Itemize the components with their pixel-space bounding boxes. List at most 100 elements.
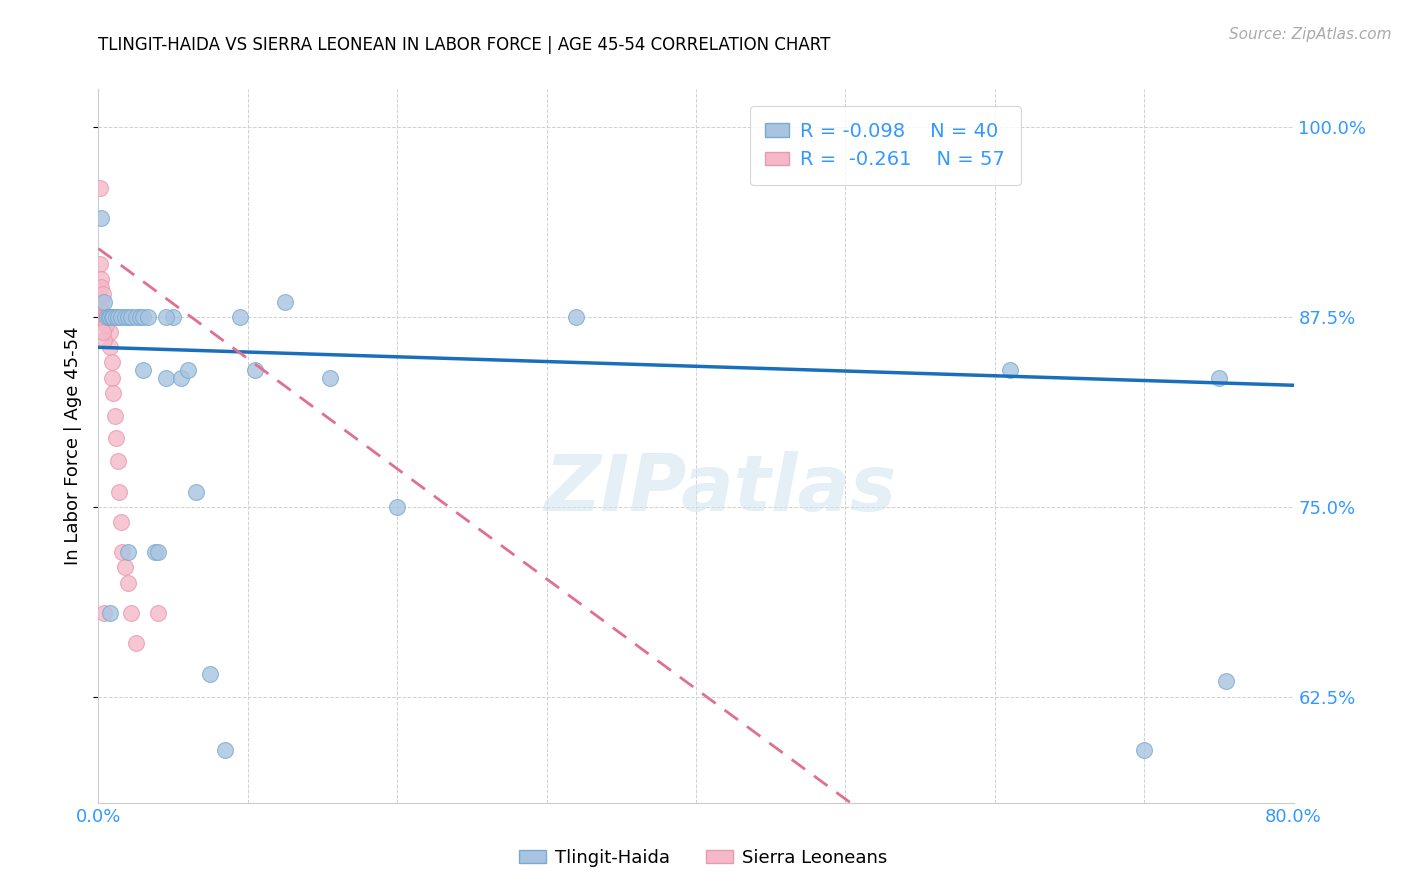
Point: [245, 363, 267, 377]
Point: [98, 325, 122, 339]
Point: [177, 363, 200, 377]
Point: [90, 294, 112, 309]
Point: [129, 310, 152, 324]
Point: [91, 310, 114, 324]
Point: [96, 310, 118, 324]
Point: [93, 294, 115, 309]
Point: [93, 310, 115, 324]
Point: [1215, 674, 1237, 689]
Point: [91, 310, 114, 324]
Point: [103, 385, 125, 400]
Text: ZIPatlas: ZIPatlas: [544, 450, 896, 527]
Point: [110, 515, 132, 529]
Point: [90, 211, 112, 226]
Point: [93, 310, 115, 324]
Point: [89, 181, 111, 195]
Point: [98, 310, 122, 324]
Point: [385, 500, 409, 514]
Point: [93, 310, 115, 324]
Point: [93, 606, 115, 620]
Text: TLINGIT-HAIDA VS SIERRA LEONEAN IN LABOR FORCE | AGE 45-54 CORRELATION CHART: TLINGIT-HAIDA VS SIERRA LEONEAN IN LABOR…: [98, 36, 831, 54]
Point: [90, 310, 112, 324]
Point: [91, 325, 114, 339]
Point: [98, 606, 122, 620]
Point: [101, 370, 124, 384]
Point: [107, 310, 129, 324]
Point: [97, 310, 120, 324]
Point: [93, 310, 115, 324]
Point: [132, 310, 155, 324]
Point: [94, 310, 117, 324]
Point: [94, 310, 117, 324]
Point: [97, 310, 120, 324]
Point: [105, 431, 128, 445]
Point: [108, 484, 131, 499]
Point: [214, 742, 236, 756]
Point: [91, 287, 114, 301]
Point: [94, 310, 117, 324]
Y-axis label: In Labor Force | Age 45-54: In Labor Force | Age 45-54: [65, 326, 83, 566]
Point: [120, 310, 142, 324]
Legend: Tlingit-Haida, Sierra Leoneans: Tlingit-Haida, Sierra Leoneans: [512, 842, 894, 874]
Point: [94, 310, 117, 324]
Point: [90, 272, 112, 286]
Point: [162, 310, 184, 324]
Point: [89, 257, 111, 271]
Point: [319, 370, 342, 384]
Point: [97, 310, 120, 324]
Point: [105, 310, 128, 324]
Point: [91, 310, 114, 324]
Point: [93, 310, 115, 324]
Point: [565, 310, 588, 324]
Point: [96, 310, 118, 324]
Point: [89, 302, 111, 317]
Point: [117, 575, 139, 590]
Point: [94, 310, 117, 324]
Point: [97, 310, 120, 324]
Point: [103, 310, 125, 324]
Point: [136, 310, 159, 324]
Point: [148, 606, 170, 620]
Point: [93, 333, 115, 347]
Point: [91, 310, 114, 324]
Point: [91, 310, 114, 324]
Point: [148, 545, 170, 559]
Point: [117, 310, 139, 324]
Point: [94, 310, 117, 324]
Point: [91, 310, 114, 324]
Point: [274, 294, 297, 309]
Point: [91, 310, 114, 324]
Point: [125, 636, 148, 650]
Point: [169, 370, 191, 384]
Point: [184, 484, 207, 499]
Point: [132, 363, 155, 377]
Point: [155, 310, 177, 324]
Point: [107, 454, 129, 468]
Point: [1133, 742, 1156, 756]
Point: [96, 310, 118, 324]
Point: [111, 545, 134, 559]
Point: [96, 310, 118, 324]
Text: Source: ZipAtlas.com: Source: ZipAtlas.com: [1229, 27, 1392, 42]
Point: [143, 545, 166, 559]
Point: [229, 310, 252, 324]
Point: [96, 310, 118, 324]
Point: [101, 310, 124, 324]
Point: [200, 666, 222, 681]
Point: [125, 310, 148, 324]
Point: [1208, 370, 1230, 384]
Point: [94, 318, 117, 332]
Point: [97, 310, 120, 324]
Point: [93, 310, 115, 324]
Point: [114, 560, 136, 574]
Point: [98, 340, 122, 354]
Point: [998, 363, 1021, 377]
Point: [114, 310, 136, 324]
Point: [155, 370, 177, 384]
Legend: R = -0.098    N = 40, R =  -0.261    N = 57: R = -0.098 N = 40, R = -0.261 N = 57: [749, 106, 1021, 185]
Point: [110, 310, 132, 324]
Point: [91, 310, 114, 324]
Point: [101, 355, 124, 369]
Point: [91, 310, 114, 324]
Point: [120, 606, 142, 620]
